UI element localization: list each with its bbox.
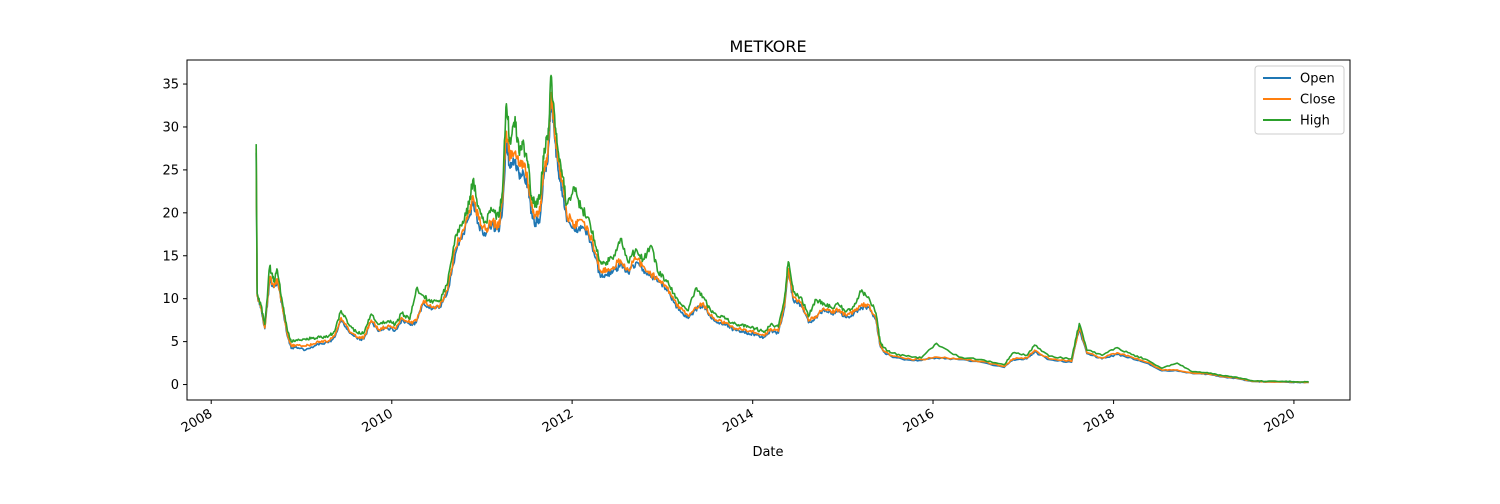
y-tick-label: 15 <box>162 249 179 264</box>
y-axis-ticks: 0 5 10 15 20 25 30 35 <box>162 78 187 393</box>
y-tick-label: 5 <box>171 335 179 350</box>
legend-label-high: High <box>1300 114 1330 129</box>
series-line-close <box>255 91 1309 384</box>
x-tick-label: 2020 <box>1262 406 1298 436</box>
x-tick-label: 2010 <box>360 406 396 436</box>
x-tick-label: 2018 <box>1081 406 1117 436</box>
x-axis-ticks: 2008 2010 2012 2014 2016 2018 2020 <box>179 400 1298 436</box>
plot-area-frame <box>186 59 1351 401</box>
y-tick-label: 35 <box>162 78 179 93</box>
y-tick-label: 0 <box>171 378 179 393</box>
series-line-open <box>255 100 1309 384</box>
x-tick-label: 2016 <box>901 406 937 436</box>
legend: Open Close High <box>1254 65 1345 135</box>
x-tick-label: 2014 <box>721 406 757 436</box>
x-axis-label: Date <box>752 445 783 460</box>
y-tick-label: 20 <box>162 206 179 221</box>
chart-title: METKORE <box>729 37 806 56</box>
series-lines <box>255 74 1309 384</box>
legend-label-close: Close <box>1300 93 1335 108</box>
y-tick-label: 30 <box>162 120 179 135</box>
series-line-high <box>255 74 1309 383</box>
x-tick-label: 2008 <box>179 406 215 436</box>
y-tick-label: 25 <box>162 163 179 178</box>
y-tick-label: 10 <box>162 292 179 307</box>
legend-label-open: Open <box>1300 72 1335 87</box>
legend-box <box>1254 65 1345 135</box>
x-tick-label: 2012 <box>540 406 576 436</box>
